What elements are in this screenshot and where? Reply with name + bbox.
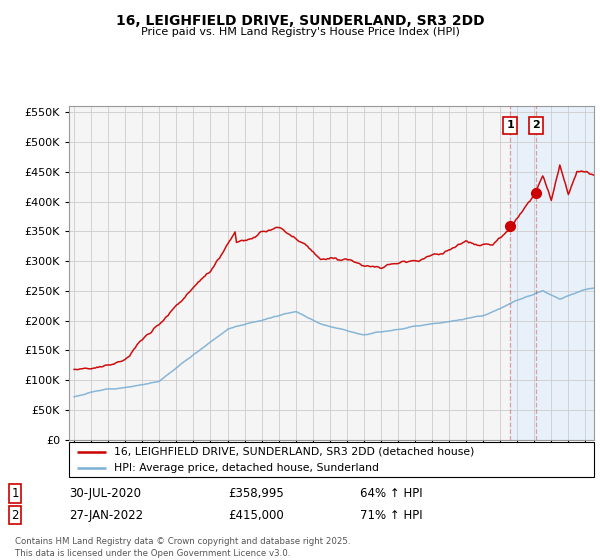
Text: 27-JAN-2022: 27-JAN-2022 bbox=[69, 509, 143, 522]
Text: £415,000: £415,000 bbox=[228, 509, 284, 522]
Bar bbox=[510, 106, 594, 440]
Text: Contains HM Land Registry data © Crown copyright and database right 2025.
This d: Contains HM Land Registry data © Crown c… bbox=[15, 538, 350, 558]
Text: 2: 2 bbox=[11, 509, 19, 522]
Text: 71% ↑ HPI: 71% ↑ HPI bbox=[360, 509, 422, 522]
Text: HPI: Average price, detached house, Sunderland: HPI: Average price, detached house, Sund… bbox=[113, 463, 379, 473]
Text: 30-JUL-2020: 30-JUL-2020 bbox=[69, 487, 141, 500]
Text: 16, LEIGHFIELD DRIVE, SUNDERLAND, SR3 2DD: 16, LEIGHFIELD DRIVE, SUNDERLAND, SR3 2D… bbox=[116, 14, 484, 28]
Text: 1: 1 bbox=[11, 487, 19, 500]
Text: Price paid vs. HM Land Registry's House Price Index (HPI): Price paid vs. HM Land Registry's House … bbox=[140, 27, 460, 38]
Text: £358,995: £358,995 bbox=[228, 487, 284, 500]
Text: 2: 2 bbox=[532, 120, 539, 130]
Text: 16, LEIGHFIELD DRIVE, SUNDERLAND, SR3 2DD (detached house): 16, LEIGHFIELD DRIVE, SUNDERLAND, SR3 2D… bbox=[113, 447, 474, 457]
Text: 1: 1 bbox=[506, 120, 514, 130]
Text: 64% ↑ HPI: 64% ↑ HPI bbox=[360, 487, 422, 500]
